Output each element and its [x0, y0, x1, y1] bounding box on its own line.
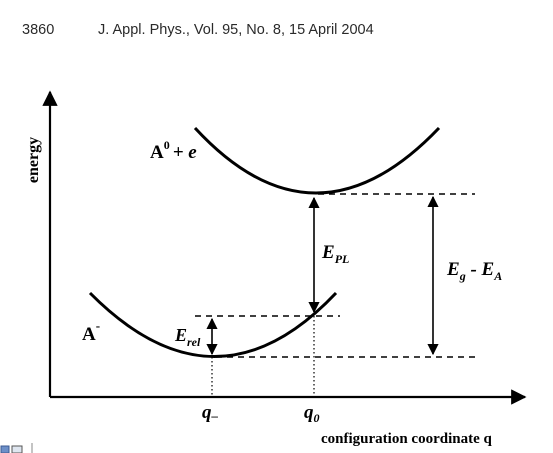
upper-state-label: A0 + e: [150, 138, 197, 163]
upper-state-base: A: [150, 142, 164, 163]
epl-subscript: PL: [335, 252, 350, 266]
page-header: 3860 J. Appl. Phys., Vol. 95, No. 8, 15 A…: [22, 22, 374, 38]
upper-state-superscript: 0: [164, 138, 170, 152]
lower-state-base: A: [82, 324, 96, 345]
lower-state-label: A-: [82, 318, 100, 345]
q0-base: q: [304, 402, 314, 423]
q0-label: q0: [304, 402, 320, 425]
upper-state-suffix: + e: [173, 142, 198, 163]
eg-ea-separator: -: [466, 259, 482, 280]
erel-subscript: rel: [187, 335, 201, 349]
eg-subscript: g: [459, 269, 466, 283]
lower-parabola: [88, 291, 338, 358]
epl-base: E: [321, 242, 335, 263]
x-axis-label: configuration coordinate q: [321, 431, 492, 447]
eg-ea-label: Eg - EA: [446, 259, 502, 283]
q0-subscript: 0: [314, 411, 320, 425]
q-minus-label: q–: [202, 402, 219, 423]
upper-parabola: [193, 126, 441, 195]
q-minus-base: q: [202, 402, 212, 423]
erel-label: Erel: [174, 325, 201, 349]
erel-base: E: [174, 325, 187, 345]
y-axis-label: energy: [25, 137, 42, 183]
ea-subscript: A: [493, 269, 502, 283]
q-minus-subscript: –: [211, 408, 219, 423]
epl-label: EPL: [321, 242, 349, 266]
taskbar-icon[interactable]: [0, 443, 36, 453]
journal-citation: J. Appl. Phys., Vol. 95, No. 8, 15 April…: [98, 22, 374, 38]
lower-state-superscript: -: [96, 318, 100, 333]
ea-base: E: [481, 259, 495, 280]
eg-base: E: [446, 259, 460, 280]
page-number: 3860: [22, 22, 55, 38]
